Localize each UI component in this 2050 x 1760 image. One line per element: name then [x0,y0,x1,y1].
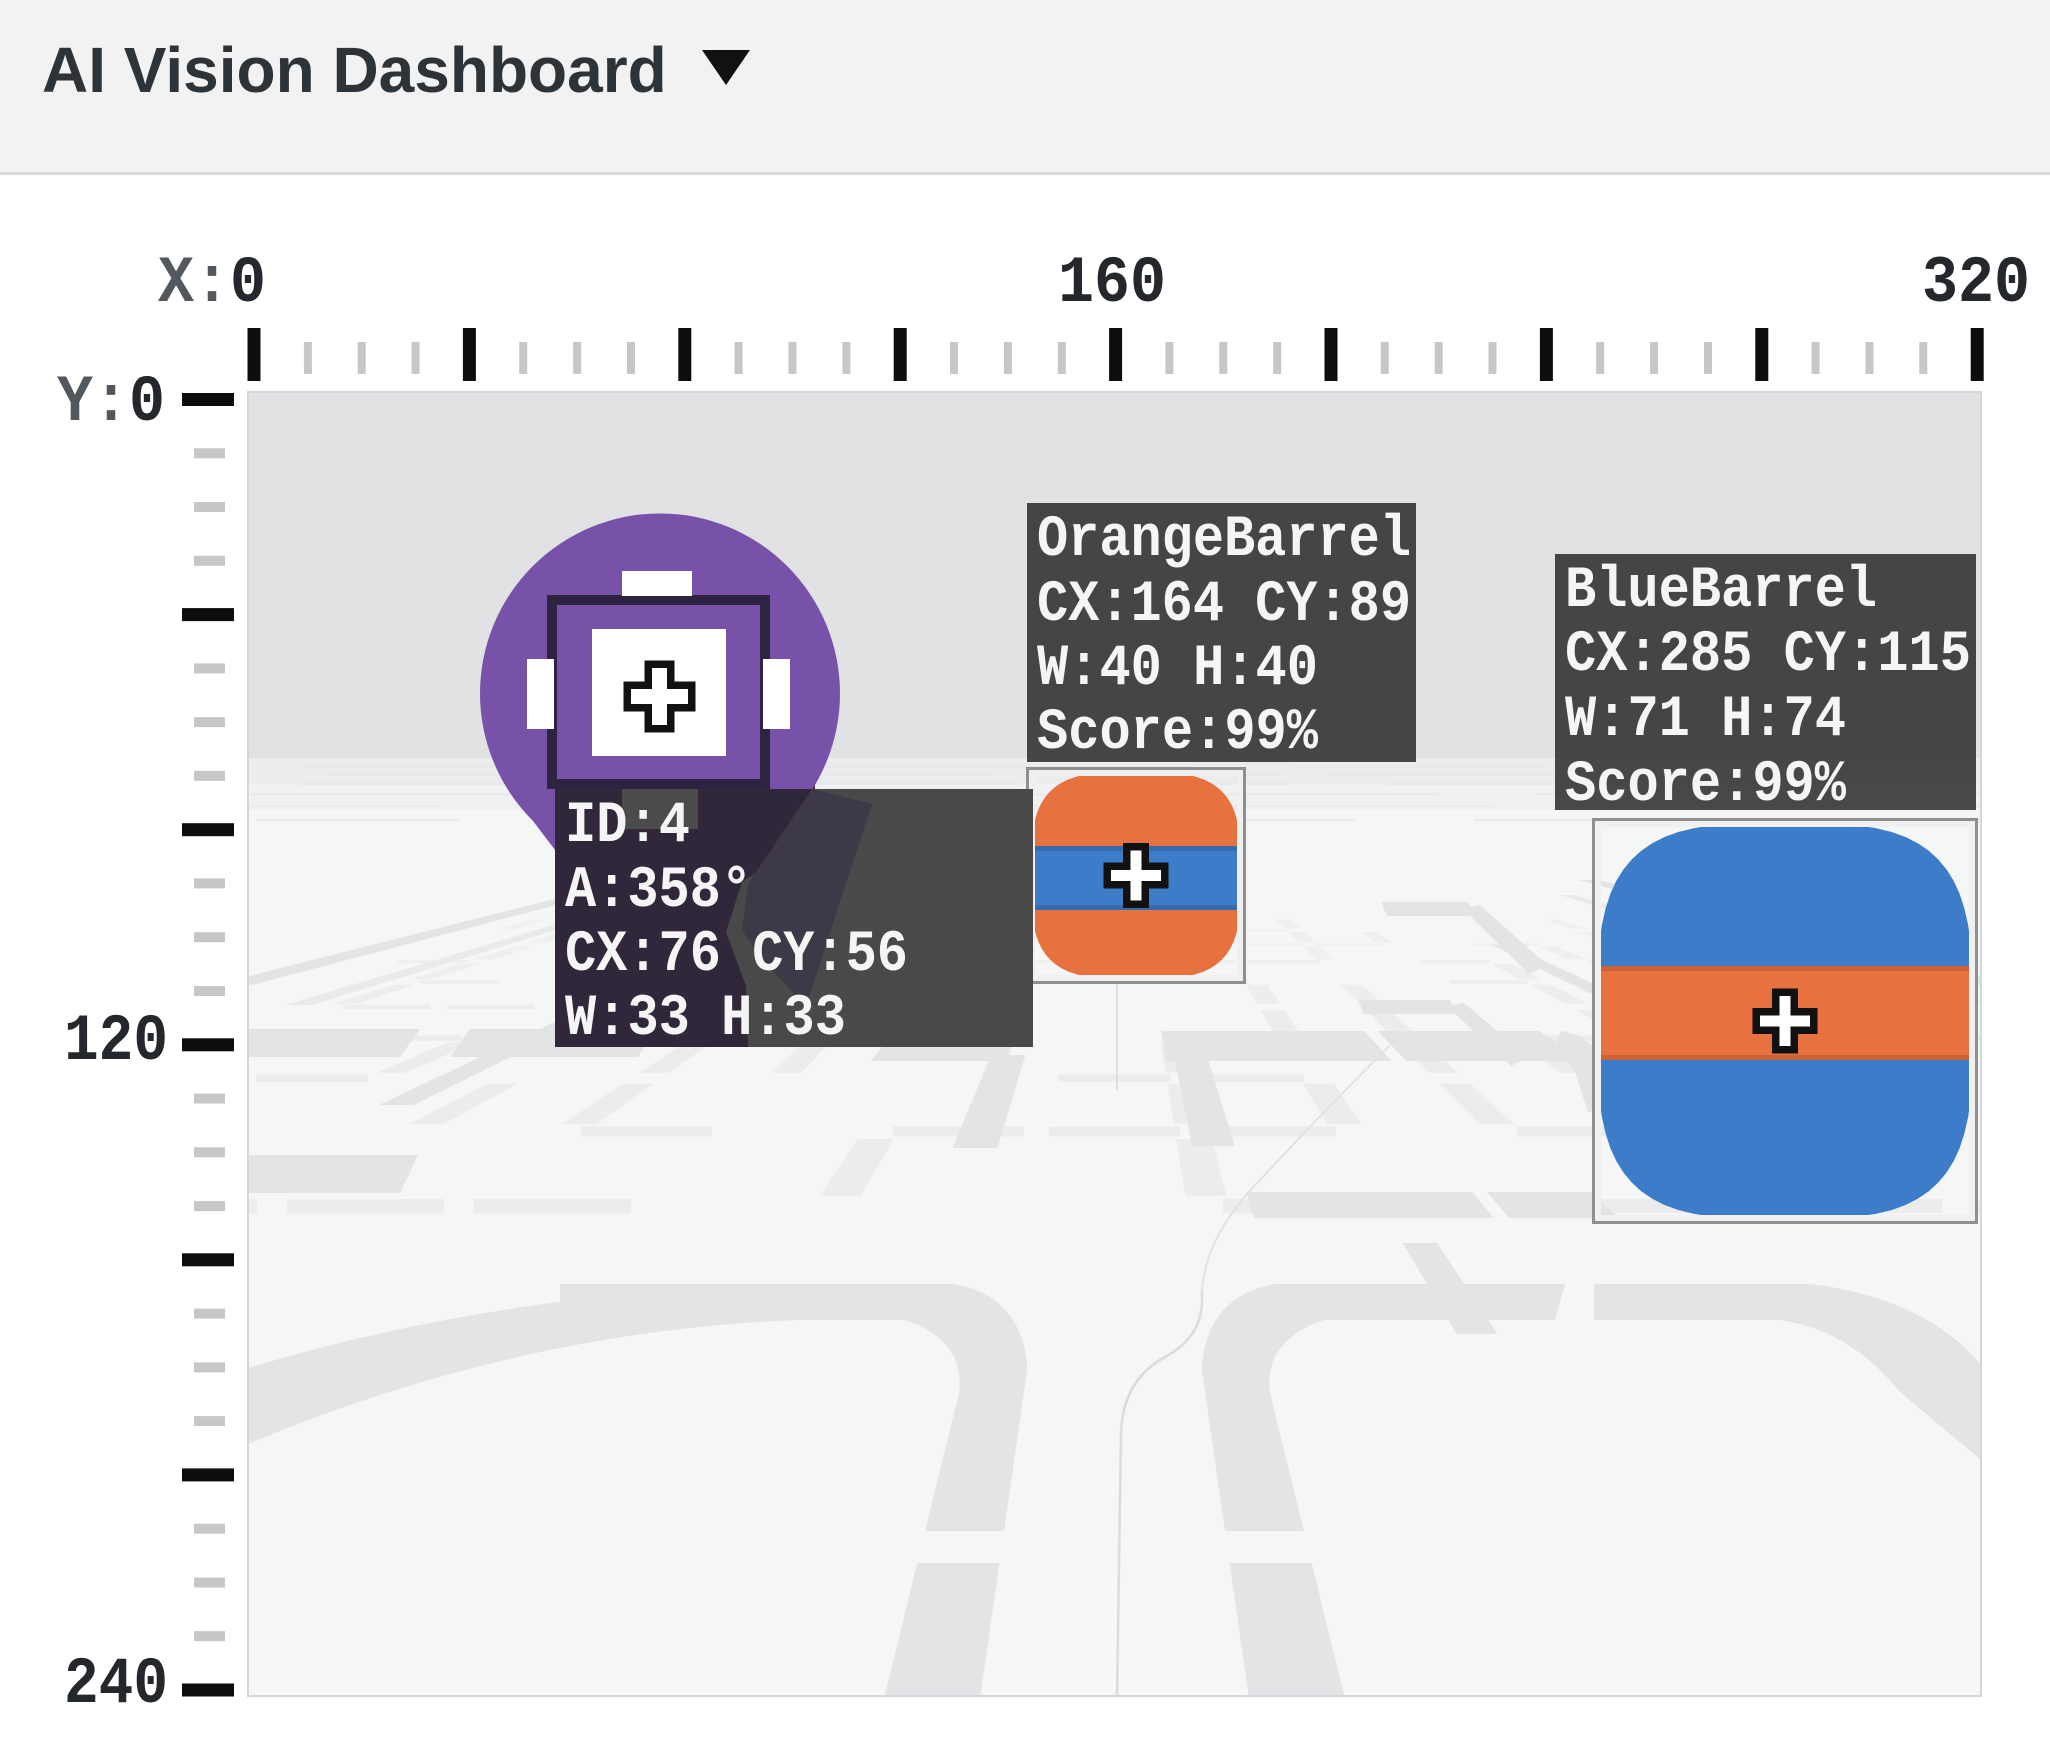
svg-text:AI Vision Dashboard: AI Vision Dashboard [42,34,667,106]
svg-text:CX:76 CY:56: CX:76 CY:56 [565,923,908,988]
svg-text:W:71 H:74: W:71 H:74 [1565,688,1846,753]
svg-text:120: 120 [64,1004,168,1079]
svg-text:Y:0: Y:0 [57,365,165,440]
svg-text:BlueBarrel: BlueBarrel [1565,559,1877,624]
svg-text:CX:164 CY:89: CX:164 CY:89 [1037,573,1411,638]
svg-text:W:40 H:40: W:40 H:40 [1037,637,1318,702]
svg-text:W:33 H:33: W:33 H:33 [565,987,846,1052]
svg-text:320: 320 [1922,246,2030,321]
svg-text:Score:99%: Score:99% [1565,753,1846,818]
svg-text:160: 160 [1058,246,1166,321]
svg-text:OrangeBarrel: OrangeBarrel [1037,508,1411,573]
svg-text:ID:4: ID:4 [565,794,690,859]
svg-text:240: 240 [64,1647,168,1722]
svg-text:A:358°: A:358° [565,859,752,924]
svg-text:Score:99%: Score:99% [1037,701,1318,766]
svg-text:CX:285 CY:115: CX:285 CY:115 [1565,623,1971,688]
svg-text:X:0: X:0 [158,246,266,321]
